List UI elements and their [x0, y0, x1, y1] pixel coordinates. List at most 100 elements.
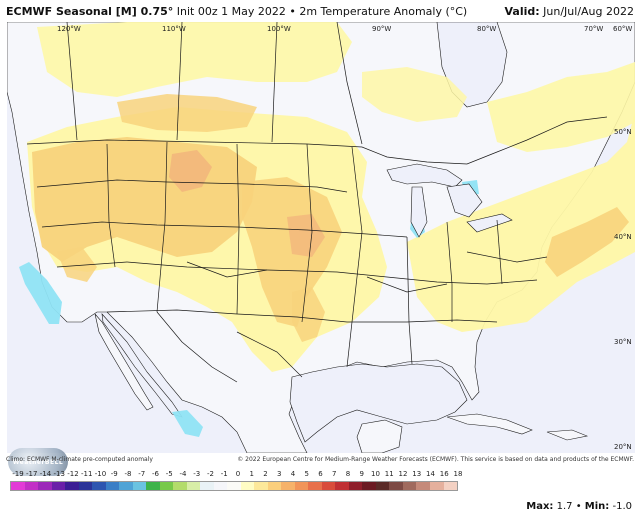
scale-swatch	[402, 482, 417, 490]
scale-swatch	[267, 482, 282, 490]
scale-label: 7	[332, 470, 337, 478]
scale-label: -4	[179, 470, 187, 478]
scale-label: 1	[249, 470, 254, 478]
header-title: ECMWF Seasonal [M] 0.75° Init 00z 1 May …	[6, 5, 467, 18]
scale-label: 10	[371, 470, 380, 478]
max-min-stats: Max: 1.7 • Min: -1.0	[526, 501, 632, 512]
anomaly-cool-pacific	[19, 262, 62, 324]
lon-label-80w: 80°W	[477, 25, 496, 33]
scale-swatch	[362, 482, 376, 490]
lat-label-30n: 30°N	[614, 338, 632, 346]
max-label: Max:	[526, 501, 554, 512]
scale-swatch	[159, 482, 174, 490]
copyright-credit: © 2022 European Centre for Medium-Range …	[237, 456, 634, 463]
scale-label: -17	[26, 470, 38, 478]
scale-swatch	[119, 482, 133, 490]
scale-label: -11	[81, 470, 93, 478]
scale-swatch	[416, 482, 430, 490]
scale-label: 9	[359, 470, 364, 478]
scale-swatch	[105, 482, 120, 490]
lon-label-70w: 70°W	[584, 25, 603, 33]
lake-michigan	[410, 186, 428, 238]
gulf-of-mexico	[289, 363, 468, 443]
anomaly-cool-baja	[172, 410, 203, 437]
anomaly-strong-plains	[287, 214, 325, 257]
scale-swatch	[321, 482, 336, 490]
scale-swatch	[389, 482, 403, 490]
anomaly-light-north	[37, 22, 352, 97]
lat-label-50n: 50°N	[614, 128, 632, 136]
lake-huron	[446, 183, 483, 218]
scale-swatch	[254, 482, 268, 490]
anomaly-light-east	[407, 112, 635, 332]
scale-label: -10	[94, 470, 107, 478]
header-bar: ECMWF Seasonal [M] 0.75° Init 00z 1 May …	[0, 0, 640, 22]
scale-label: -5	[165, 470, 173, 478]
baja-peninsula	[94, 313, 154, 411]
scale-swatch	[375, 482, 390, 490]
anomaly-mid-north-canada	[117, 94, 257, 132]
anomaly-mid-southwest	[57, 247, 97, 282]
credits-line: Climo: ECMWF M-climate pre-computed anom…	[6, 456, 634, 468]
scale-swatch	[348, 482, 363, 490]
scale-swatch	[443, 482, 458, 490]
scale-label: 18	[453, 470, 463, 478]
scale-label: -13	[53, 470, 65, 478]
map-canvas: 120°W 110°W 100°W 90°W 80°W 70°W 60°W 50…	[7, 22, 635, 453]
scale-label: -19	[12, 470, 24, 478]
cuba	[446, 413, 533, 435]
hispaniola	[546, 429, 589, 441]
lon-label-60w: 60°W	[613, 25, 632, 33]
anomaly-mid-texas	[292, 287, 325, 342]
color-scale-labels: -19 -17 -14 -13 -12 -11 -10 -9 -8 -7 -6 -5 -4 -3 -2 -1 0…	[12, 470, 462, 480]
scale-label: 11	[384, 470, 394, 478]
scale-label: 4	[290, 470, 296, 478]
scale-label: 14	[426, 470, 435, 478]
scale-label: -1	[220, 470, 228, 478]
scale-swatch	[429, 482, 444, 490]
gulf-of-california	[101, 313, 183, 418]
scale-swatch	[308, 482, 322, 490]
init-time: Init 00z 1 May 2022	[176, 4, 286, 18]
scale-label: 16	[439, 470, 449, 478]
anomaly-light-north-central	[362, 67, 467, 122]
lat-label-40n: 40°N	[614, 233, 632, 241]
scale-swatch	[240, 482, 255, 490]
scale-swatch	[24, 482, 39, 490]
max-value: 1.7	[556, 501, 573, 512]
lon-label-120w: 120°W	[57, 25, 81, 33]
stats-separator: •	[575, 501, 582, 512]
scale-label: 5	[304, 470, 309, 478]
scale-label: -14	[39, 470, 52, 478]
scale-label: 0	[235, 470, 241, 478]
scale-label: 2	[263, 470, 268, 478]
scale-label: -7	[138, 470, 146, 478]
scale-swatch	[281, 482, 295, 490]
scale-swatch	[92, 482, 106, 490]
scale-swatch	[294, 482, 309, 490]
yucatan	[356, 419, 403, 453]
scale-label: 13	[412, 470, 422, 478]
valid-value: Jun/Jul/Aug 2022	[543, 4, 634, 18]
scale-label: -2	[207, 470, 214, 478]
scale-swatch	[200, 482, 214, 490]
scale-label: -9	[110, 470, 118, 478]
lon-label-100w: 100°W	[267, 25, 291, 33]
scale-label: 3	[277, 470, 282, 478]
scale-swatch	[78, 482, 93, 490]
lat-label-20n: 20°N	[614, 443, 632, 451]
valid-period: Valid: Jun/Jul/Aug 2022	[505, 5, 635, 18]
scale-swatch	[335, 482, 349, 490]
lon-label-110w: 110°W	[162, 25, 186, 33]
weatherbell-logo: WeatherBELL	[8, 448, 68, 476]
scale-swatch	[186, 482, 201, 490]
anomaly-strong-rockies	[169, 150, 212, 192]
header-separator: •	[289, 4, 296, 18]
anomaly-light-northeast	[487, 62, 635, 152]
scale-swatch	[38, 482, 52, 490]
scale-swatch	[173, 482, 187, 490]
scale-label: 8	[345, 470, 351, 478]
logo-text: WeatherBELL	[12, 458, 64, 466]
model-name: ECMWF Seasonal [M] 0.75°	[6, 4, 174, 18]
